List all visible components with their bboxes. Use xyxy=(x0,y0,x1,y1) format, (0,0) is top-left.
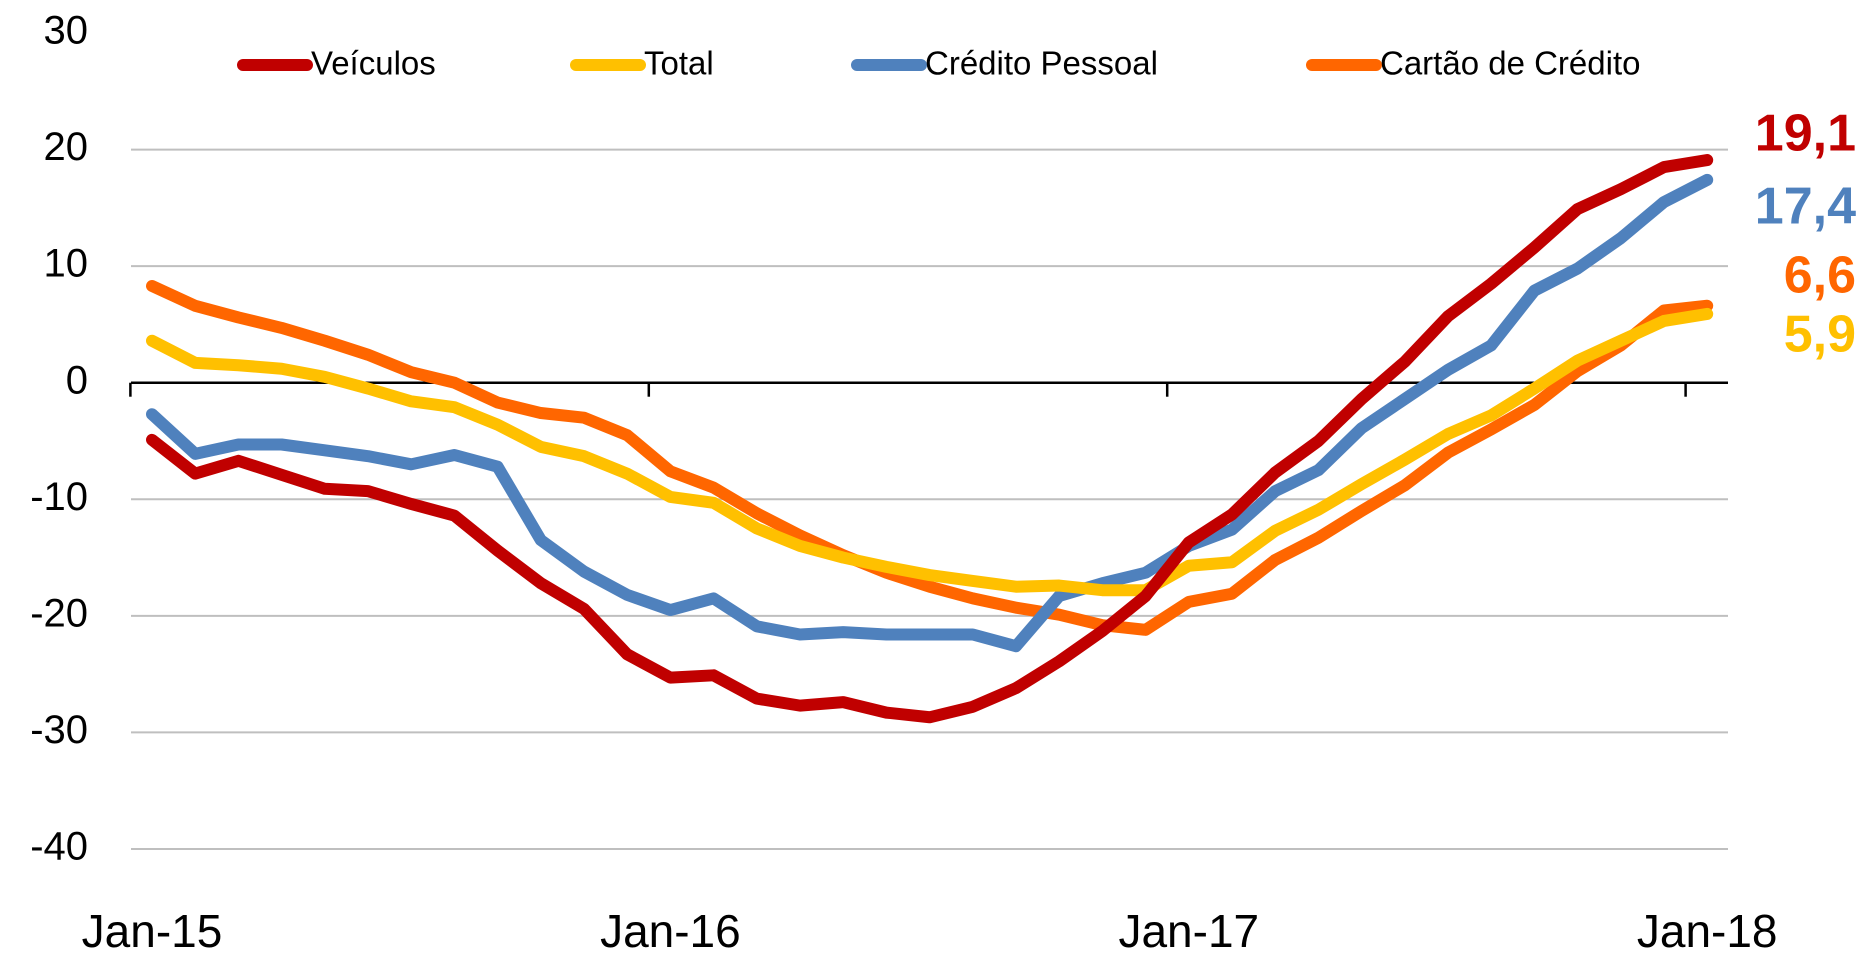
legend-label: Total xyxy=(644,45,714,82)
x-tick-label: Jan-17 xyxy=(1118,905,1259,957)
legend-item: Total xyxy=(570,45,714,82)
x-tick-label: Jan-15 xyxy=(82,905,223,957)
y-tick-label: -40 xyxy=(30,825,88,869)
x-tick-label: Jan-18 xyxy=(1637,905,1778,957)
y-tick-label: 0 xyxy=(66,358,88,402)
x-tick-label: Jan-16 xyxy=(600,905,741,957)
legend-label: Veículos xyxy=(311,45,436,82)
y-tick-label: 30 xyxy=(44,9,89,53)
legend-label: Crédito Pessoal xyxy=(925,45,1158,82)
y-tick-label: -30 xyxy=(30,708,88,752)
end-label: 5,9 xyxy=(1784,306,1856,364)
end-label: 6,6 xyxy=(1784,247,1856,305)
y-tick-label: 20 xyxy=(44,125,89,169)
series-line xyxy=(146,307,1714,597)
y-tick-label: 10 xyxy=(44,242,89,286)
series-line xyxy=(146,279,1714,636)
legend-label: Cartão de Crédito xyxy=(1380,45,1640,82)
legend-item: Veículos xyxy=(237,45,436,82)
end-label: 17,4 xyxy=(1755,178,1856,236)
legend-item: Cartão de Crédito xyxy=(1306,45,1640,82)
end-label: 19,1 xyxy=(1755,105,1856,163)
series-line xyxy=(146,173,1714,653)
series-line xyxy=(146,154,1714,724)
y-tick-label: -20 xyxy=(30,591,88,635)
legend-item: Crédito Pessoal xyxy=(851,45,1158,82)
y-tick-label: -10 xyxy=(30,475,88,519)
